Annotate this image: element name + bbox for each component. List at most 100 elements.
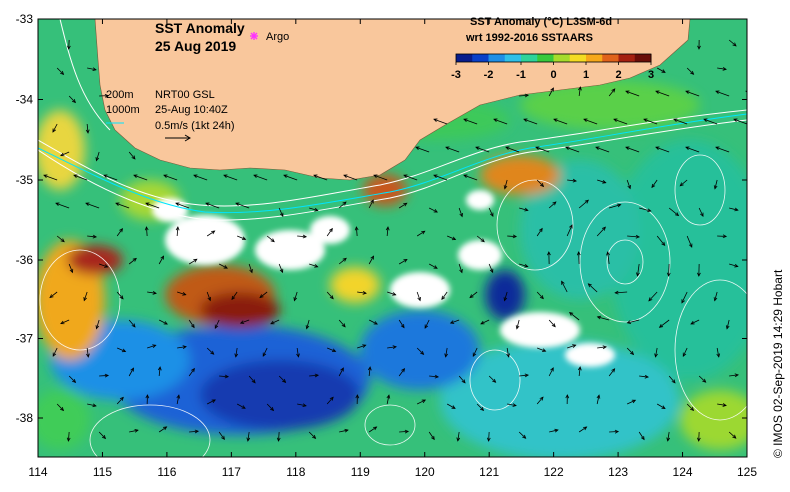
current-vector-arrow: [457, 431, 460, 441]
current-vector-arrow: [690, 319, 700, 325]
current-vector-head: [515, 325, 520, 330]
current-vector-arrow: [386, 395, 390, 405]
current-vector-head: [211, 399, 216, 403]
current-vector-head: [52, 352, 57, 357]
current-vector-head: [587, 283, 592, 288]
current-vector-head: [715, 90, 720, 94]
current-vector-head: [367, 366, 372, 371]
current-vector-arrow: [747, 348, 755, 351]
current-vector-head: [83, 296, 87, 302]
colorbar-tick-label: 3: [648, 69, 654, 81]
argo-float-icon: [250, 32, 258, 40]
current-vector-arrow: [83, 291, 88, 301]
current-vector-head: [661, 69, 666, 73]
current-vector-arrow: [729, 374, 739, 377]
colorbar-segment: [586, 54, 603, 62]
current-vector-head: [681, 299, 685, 304]
current-vector-arrow: [458, 263, 463, 273]
current-vector-head: [279, 268, 284, 274]
current-vector-arrow: [578, 426, 587, 433]
longitude-axis: 114 115 116 117 118 119 120 121 122 123 124 125: [28, 19, 757, 479]
current-vector-head: [223, 265, 228, 269]
current-vector-arrow: [638, 431, 645, 440]
current-vector-head: [415, 146, 420, 150]
current-vector-head: [73, 174, 78, 178]
current-vector-arrow: [548, 87, 554, 97]
current-vector-head: [445, 146, 450, 150]
current-vector-arrow: [188, 258, 198, 265]
current-vector-head: [421, 399, 427, 404]
current-vector-arrow: [536, 228, 543, 237]
current-vector-arrow: [733, 118, 747, 125]
current-vector-arrow: [116, 228, 123, 237]
current-vector-head: [362, 344, 367, 348]
colorbar-segment: [472, 54, 489, 62]
lon-tick-label: 125: [737, 465, 757, 479]
current-vector-arrow: [368, 367, 371, 377]
current-vector-head: [539, 396, 544, 401]
colorbar-ramp: [456, 54, 652, 62]
current-vector-head: [221, 435, 225, 441]
current-vector-head: [480, 320, 485, 325]
current-vector-head: [249, 269, 253, 274]
current-vector-head: [95, 325, 100, 330]
current-vector-arrow: [253, 174, 268, 181]
current-vector-arrow: [52, 123, 58, 133]
current-vector-arrow: [177, 291, 186, 296]
current-vector-head: [182, 292, 187, 296]
current-vector-arrow: [98, 431, 106, 439]
current-vector-arrow: [218, 431, 225, 440]
current-vector-arrow: [56, 67, 64, 75]
current-vector-head: [722, 234, 728, 239]
current-vector-head: [661, 241, 666, 247]
lon-tick-label: 124: [673, 465, 693, 479]
current-vector-arrow: [240, 319, 250, 324]
current-vector-head: [104, 373, 110, 378]
current-vector-arrow: [235, 202, 250, 209]
current-vector-head: [493, 118, 498, 122]
lon-tick-label: 123: [608, 465, 628, 479]
current-vector-arrow: [656, 403, 666, 409]
current-vector-arrow: [403, 174, 418, 181]
current-vector-head: [459, 212, 463, 218]
current-vector-head: [144, 226, 149, 231]
current-vector-head: [241, 236, 247, 241]
current-vector-arrow: [206, 399, 216, 405]
time-label: 25-Aug 10:40Z: [155, 104, 228, 116]
current-vector-arrow: [128, 258, 137, 265]
current-vector-arrow: [596, 395, 600, 405]
current-vector-head: [223, 174, 228, 178]
current-vector-head: [762, 155, 765, 158]
current-vector-arrow: [567, 179, 577, 182]
current-vector-head: [92, 403, 97, 408]
current-vector-head: [512, 234, 518, 239]
current-vector-arrow: [176, 226, 179, 237]
current-vector-arrow: [116, 291, 124, 300]
current-vector-head: [60, 238, 65, 243]
current-vector-head: [340, 367, 344, 372]
current-vector-arrow: [158, 255, 164, 265]
current-vector-arrow: [415, 146, 430, 153]
current-vector-head: [130, 367, 134, 372]
current-vector-head: [635, 234, 641, 239]
current-vector-arrow: [206, 347, 214, 355]
current-vector-arrow: [145, 202, 160, 209]
current-vector-head: [121, 348, 127, 353]
current-vector-arrow: [188, 319, 195, 328]
current-vector-arrow: [428, 431, 435, 440]
current-vector-arrow: [96, 319, 100, 329]
current-vector-head: [342, 201, 347, 206]
current-vector-arrow: [296, 347, 299, 357]
current-vector-head: [246, 437, 251, 442]
current-vector-head: [565, 146, 570, 150]
current-vector-head: [341, 323, 346, 328]
current-vector-arrow: [248, 263, 253, 273]
current-vector-head: [583, 426, 588, 431]
current-vector-head: [392, 345, 397, 350]
current-vector-head: [373, 426, 378, 431]
current-vector-head: [401, 368, 406, 373]
current-vector-head: [750, 397, 753, 400]
current-vector-head: [696, 437, 701, 442]
current-vector-head: [463, 118, 468, 122]
current-vector-arrow: [627, 235, 640, 238]
